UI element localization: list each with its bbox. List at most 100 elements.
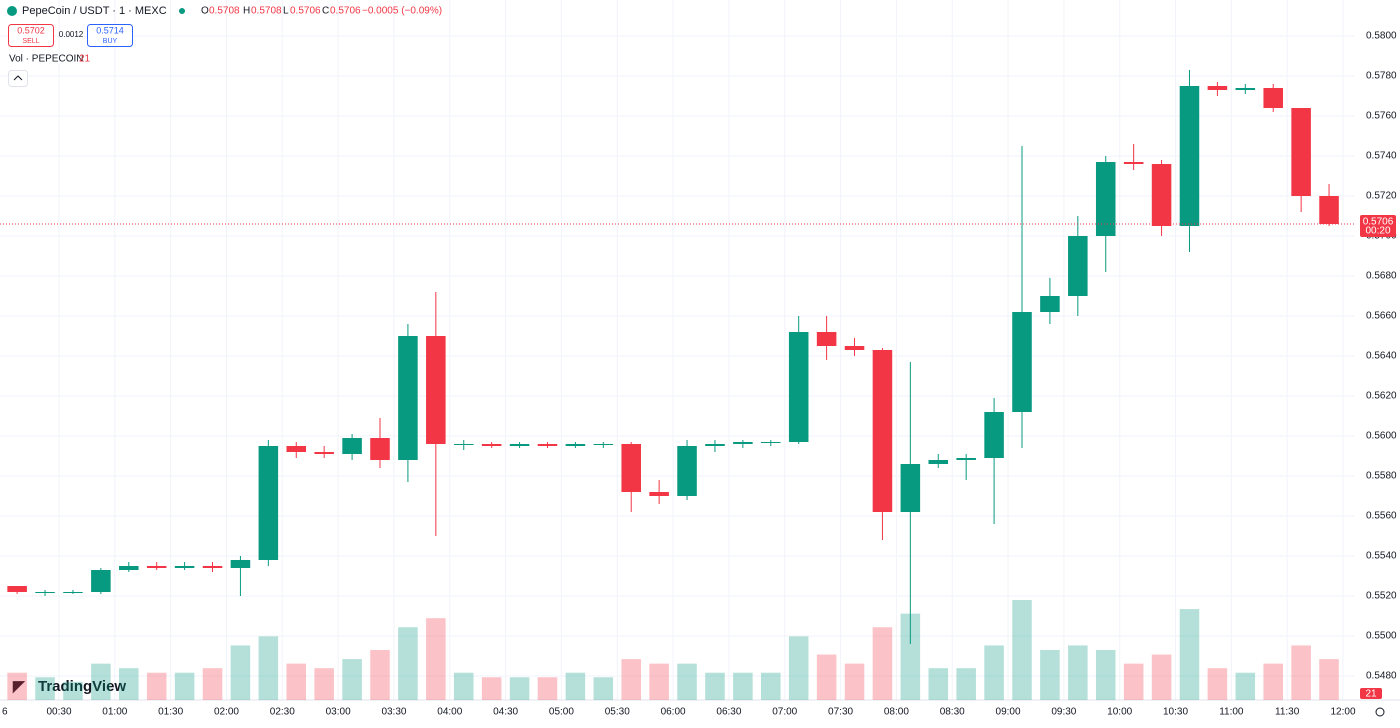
volume-bar: [1235, 672, 1256, 700]
settings-icon[interactable]: [1375, 707, 1385, 717]
x-tick-label: 01:30: [158, 707, 183, 718]
candle-body: [398, 336, 418, 460]
edge-label: 6: [2, 707, 8, 718]
x-tick-label: 03:00: [326, 707, 351, 718]
candle-body: [481, 444, 502, 446]
candle-body: [174, 566, 195, 568]
y-tick-label: 0.5720: [1366, 191, 1397, 202]
volume-bar: [481, 677, 502, 700]
volume-bar: [1207, 668, 1228, 700]
volume-bar: [1040, 650, 1060, 700]
volume-bar: [565, 672, 586, 700]
candle-body: [35, 592, 55, 593]
volume-bar: [649, 663, 669, 700]
x-tick-label: 07:00: [772, 707, 797, 718]
x-tick-label: 00:30: [46, 707, 71, 718]
candle-body: [677, 446, 697, 496]
x-tick-label: 02:30: [270, 707, 295, 718]
y-tick-label: 0.5480: [1366, 671, 1397, 682]
x-tick-label: 03:30: [381, 707, 406, 718]
volume-bar: [1068, 645, 1088, 700]
volume-bar: [314, 668, 334, 700]
y-tick-label: 0.5760: [1366, 111, 1397, 122]
ohlc-value: 0.5708: [209, 6, 240, 17]
candle-body: [146, 566, 167, 568]
volume-bar: [230, 645, 251, 700]
logo-mark: ◤: [12, 678, 26, 695]
volume-bar: [956, 668, 976, 700]
volume-bar: [761, 672, 781, 700]
candle-body: [342, 438, 362, 454]
volume-bar: [816, 654, 837, 700]
y-tick-label: 0.5580: [1366, 471, 1397, 482]
x-tick-label: 05:00: [549, 707, 574, 718]
candle-body: [230, 560, 251, 568]
x-tick-label: 08:30: [940, 707, 965, 718]
candle-body: [202, 566, 223, 568]
candle-body: [621, 444, 641, 492]
y-tick-label: 0.5780: [1366, 71, 1397, 82]
ohlc-label: C: [322, 6, 329, 17]
x-tick-label: 12:00: [1330, 707, 1355, 718]
collapse-icon: [13, 75, 23, 81]
candle-body: [509, 444, 530, 446]
volume-bar: [509, 677, 530, 700]
candle-body: [1040, 296, 1060, 312]
collapse-button[interactable]: [8, 70, 28, 87]
volume-bar: [398, 627, 418, 700]
volume-bar: [844, 663, 865, 700]
candle-body: [1068, 236, 1088, 296]
volume-bar: [872, 627, 893, 700]
ohlc-value: 0.5708: [251, 6, 282, 17]
volume-bar: [1263, 663, 1283, 700]
buy-button[interactable]: [87, 24, 133, 47]
candle-body: [537, 444, 558, 446]
candle-body: [1179, 86, 1200, 226]
candle-body: [900, 464, 921, 512]
volume-bar: [1319, 659, 1339, 700]
buy-label: BUY: [103, 38, 118, 45]
candle-body: [453, 444, 474, 445]
candle-body: [928, 460, 949, 464]
volume-bar: [1012, 600, 1032, 700]
candle-body: [788, 332, 809, 442]
sell-button[interactable]: [8, 24, 54, 47]
x-tick-label: 07:30: [828, 707, 853, 718]
candle-body: [286, 446, 307, 452]
x-tick-label: 10:00: [1107, 707, 1132, 718]
y-tick-label: 0.5640: [1366, 351, 1397, 362]
y-tick-label: 0.5740: [1366, 151, 1397, 162]
volume-bar: [705, 672, 725, 700]
y-tick-label: 0.5500: [1366, 631, 1397, 642]
sell-label: SELL: [22, 38, 39, 45]
volume-tag: [1360, 688, 1382, 699]
candle-body: [984, 412, 1004, 458]
volume-bar: [621, 659, 641, 700]
ohlc-label: O: [201, 6, 209, 17]
candle-body: [258, 446, 279, 560]
change: −0.0005 (−0.09%): [362, 6, 442, 17]
volume-bar: [928, 668, 949, 700]
countdown: 00:20: [1365, 226, 1390, 237]
volume-bar: [1123, 663, 1144, 700]
candle-body: [426, 336, 446, 444]
candle-body: [1151, 164, 1172, 226]
volume-bar: [7, 672, 27, 700]
x-tick-label: 02:00: [214, 707, 239, 718]
x-tick-label: 06:00: [661, 707, 686, 718]
buy-price: 0.5714: [96, 25, 124, 35]
y-tick-label: 0.5560: [1366, 511, 1397, 522]
candle-body: [1123, 162, 1144, 164]
x-tick-label: 01:00: [102, 707, 127, 718]
price-axis: [1355, 0, 1400, 723]
spread: 0.0012: [59, 30, 84, 39]
ohlc-label: H: [243, 6, 250, 17]
candle-body: [816, 332, 837, 346]
y-tick-label: 0.5540: [1366, 551, 1397, 562]
last-price-label: 0.5706: [1363, 217, 1394, 228]
volume-bar: [63, 681, 83, 700]
candle-body: [1263, 88, 1283, 108]
x-tick-label: 08:00: [884, 707, 909, 718]
